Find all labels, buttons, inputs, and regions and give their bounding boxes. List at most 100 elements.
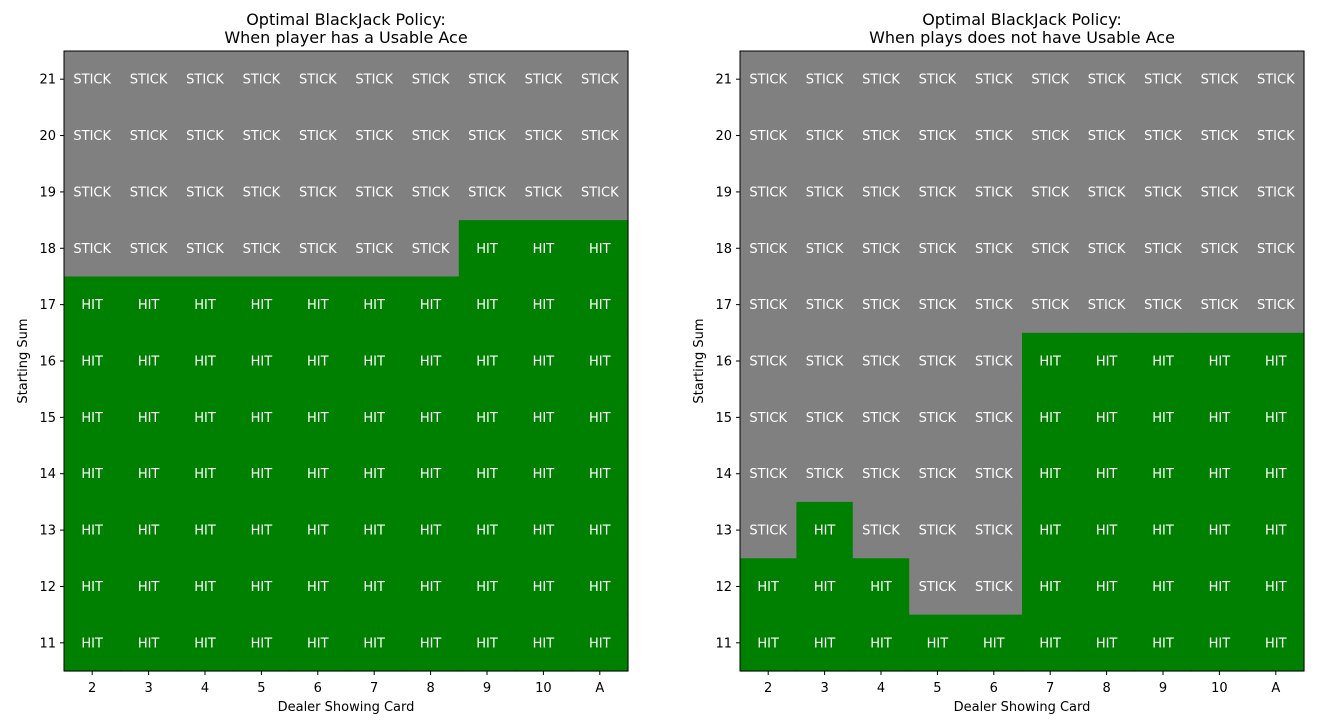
y-tick-label: 14 <box>39 467 56 482</box>
cell-label: STICK <box>1257 73 1295 88</box>
x-tick-label: 5 <box>933 681 941 696</box>
cell-label: HIT <box>1152 355 1174 370</box>
y-tick-label: 19 <box>715 185 732 200</box>
cell-label: HIT <box>363 524 385 539</box>
y-tick-label: 16 <box>39 355 56 370</box>
cell-label: HIT <box>194 298 216 313</box>
cell-label: HIT <box>307 355 329 370</box>
heatmap-cell <box>1191 445 1249 503</box>
cell-label: HIT <box>1209 467 1231 482</box>
heatmap-cells <box>740 51 1305 672</box>
cell-label: HIT <box>476 580 498 595</box>
y-ticks: 21 20 19 18 17 16 15 14 13 12 11 <box>39 73 64 651</box>
heatmap-cell <box>289 332 347 390</box>
heatmap-cell <box>120 445 178 503</box>
x-tick-label: 9 <box>1159 681 1167 696</box>
cell-label: HIT <box>1152 467 1174 482</box>
heatmap-cell <box>120 332 178 390</box>
heatmap-cell <box>176 163 234 221</box>
heatmap-cell <box>233 107 291 165</box>
heatmap-cell <box>515 163 573 221</box>
heatmap-cell <box>289 220 347 278</box>
cell-label: HIT <box>81 355 103 370</box>
heatmap-cell <box>965 220 1023 278</box>
heatmap-cell <box>796 51 854 108</box>
cell-label: HIT <box>870 580 892 595</box>
cell-label: STICK <box>299 185 337 200</box>
heatmap-cell <box>740 163 797 221</box>
y-tick-label: 20 <box>715 129 732 144</box>
cell-label: STICK <box>919 355 957 370</box>
y-tick-label: 11 <box>715 636 732 651</box>
heatmap-cell <box>346 163 403 221</box>
cell-label: STICK <box>806 73 844 88</box>
heatmap-cell <box>1134 614 1192 672</box>
heatmap-cell <box>909 276 967 334</box>
x-axis-label: Dealer Showing Card <box>278 700 415 715</box>
heatmap-cell <box>740 445 797 503</box>
heatmap-cell <box>176 276 234 334</box>
cell-label: STICK <box>1257 242 1295 257</box>
heatmap-cell <box>740 332 797 390</box>
cell-label: HIT <box>1039 411 1061 426</box>
heatmap-cell <box>64 389 121 447</box>
heatmap-cell <box>515 276 573 334</box>
heatmap-cell <box>233 501 291 559</box>
heatmap-cell <box>796 276 854 334</box>
heatmap-cell <box>1191 107 1249 165</box>
cell-label: STICK <box>73 185 111 200</box>
cell-label: HIT <box>1152 636 1174 651</box>
heatmap-cell-labels: STICK STICK STICK STICK STICK STICK STICK STICK… <box>73 73 619 652</box>
cell-label: STICK <box>1257 129 1295 144</box>
heatmap-cell <box>1191 558 1249 616</box>
cell-label: STICK <box>1144 298 1182 313</box>
y-axis-label: Starting Sum <box>692 318 707 403</box>
cell-label: HIT <box>533 524 555 539</box>
heatmap-cell <box>402 389 460 447</box>
heatmap-cell <box>852 163 910 221</box>
heatmap-cell <box>458 220 516 278</box>
heatmap-cell <box>176 558 234 616</box>
heatmap-cell <box>458 276 516 334</box>
cell-label: HIT <box>1096 524 1118 539</box>
heatmap-cell <box>1022 220 1079 278</box>
cell-label: HIT <box>138 467 160 482</box>
heatmap-cell <box>571 332 629 390</box>
y-tick-label: 11 <box>39 636 56 651</box>
cell-label: HIT <box>307 580 329 595</box>
heatmap-cell <box>289 276 347 334</box>
chart-title-line1: Optimal BlackJack Policy: <box>922 10 1122 29</box>
heatmap-cell <box>64 332 121 390</box>
heatmap-cell <box>796 220 854 278</box>
cell-label: HIT <box>1096 467 1118 482</box>
cell-label: STICK <box>1144 129 1182 144</box>
heatmap-cell <box>402 558 460 616</box>
heatmap-cell <box>1247 445 1305 503</box>
cell-label: HIT <box>533 411 555 426</box>
cell-label: HIT <box>1265 467 1287 482</box>
heatmap-cell <box>458 163 516 221</box>
heatmap-cell <box>458 332 516 390</box>
heatmap-cell <box>1247 163 1305 221</box>
cell-label: STICK <box>355 129 393 144</box>
cell-label: STICK <box>975 129 1013 144</box>
cell-label: HIT <box>1039 580 1061 595</box>
cell-label: STICK <box>412 185 450 200</box>
cell-label: STICK <box>1201 185 1239 200</box>
x-tick-label: 3 <box>820 681 828 696</box>
cell-label: STICK <box>525 185 563 200</box>
y-tick-label: 17 <box>715 298 732 313</box>
cell-label: HIT <box>81 580 103 595</box>
cell-label: STICK <box>1201 298 1239 313</box>
cell-label: HIT <box>194 636 216 651</box>
cell-label: STICK <box>862 73 900 88</box>
heatmap-cell <box>346 501 403 559</box>
heatmap-cell <box>1247 614 1305 672</box>
cell-label: STICK <box>1088 242 1126 257</box>
heatmap-cell <box>120 614 178 672</box>
x-tick-label: 9 <box>483 681 491 696</box>
cell-label: STICK <box>243 242 281 257</box>
y-tick-label: 15 <box>39 411 56 426</box>
cell-label: STICK <box>862 185 900 200</box>
heatmap-cell <box>289 389 347 447</box>
